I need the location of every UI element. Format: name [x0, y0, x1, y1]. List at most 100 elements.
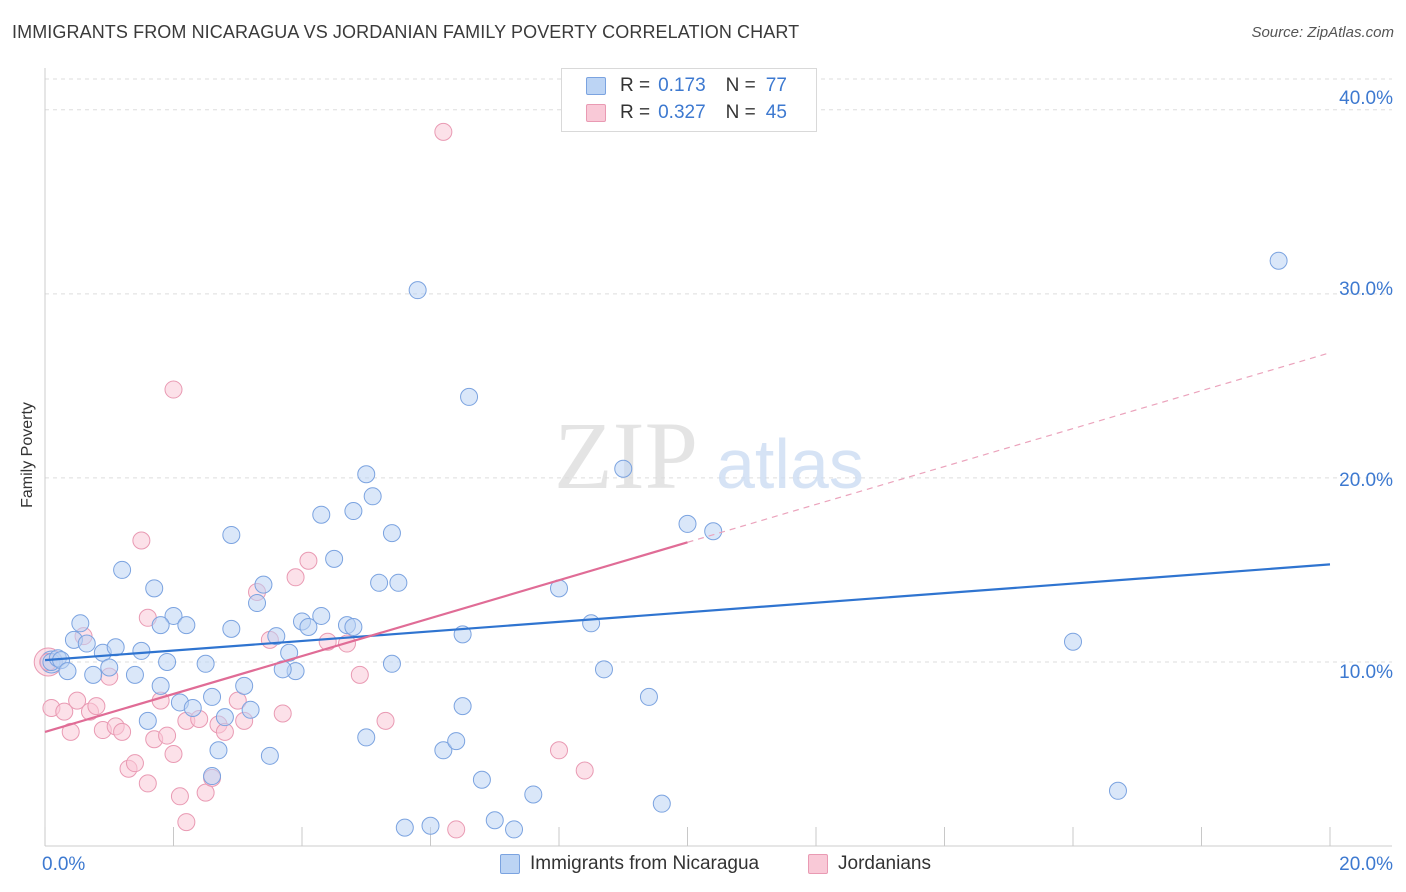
data-point-jordanians [55, 702, 74, 721]
data-point-nicaragua [138, 711, 157, 730]
data-point-nicaragua [158, 652, 177, 671]
data-point-jordanians [550, 741, 568, 760]
trend-line-jordanians [44, 541, 688, 733]
data-point-nicaragua [84, 665, 103, 684]
data-point-jordanians [350, 665, 369, 684]
data-point-nicaragua [594, 660, 613, 679]
data-point-nicaragua [248, 594, 267, 613]
data-point-nicaragua [460, 387, 479, 406]
data-points [33, 122, 1288, 839]
data-point-nicaragua [254, 575, 273, 594]
x-tick-label: 0.0% [42, 854, 85, 875]
watermark: ZIP atlas [554, 402, 864, 509]
data-point-nicaragua [203, 767, 222, 786]
data-point-nicaragua [472, 770, 491, 789]
data-point-nicaragua [145, 579, 164, 598]
source-label: Source: ZipAtlas.com [1251, 24, 1394, 41]
data-point-jordanians [575, 761, 594, 780]
data-point-nicaragua [260, 746, 279, 765]
legend-n-value: 77 [765, 75, 787, 96]
data-point-nicaragua [678, 514, 697, 533]
data-point-nicaragua [183, 698, 202, 717]
data-point-jordanians [447, 820, 466, 839]
y-tick-label: 40.0% [1339, 88, 1393, 109]
data-point-nicaragua [113, 560, 132, 579]
data-point-nicaragua [151, 676, 170, 695]
legend-item-jordanians[interactable]: Jordanians [808, 853, 931, 875]
data-point-nicaragua [344, 617, 363, 636]
data-point-nicaragua [453, 697, 472, 716]
data-point-nicaragua [58, 662, 77, 681]
data-point-nicaragua [164, 606, 183, 625]
correlation-legend: R = 0.173 N = 77 R = 0.327 N = 45 [561, 68, 817, 132]
data-point-nicaragua [106, 638, 125, 657]
data-point-jordanians [376, 711, 395, 730]
data-point-nicaragua [485, 811, 504, 830]
data-point-nicaragua [370, 573, 389, 592]
legend-n-label: N = [725, 75, 756, 96]
data-point-jordanians [177, 813, 196, 832]
data-point-nicaragua [505, 820, 524, 839]
data-point-nicaragua [132, 641, 151, 660]
data-point-nicaragua [241, 700, 260, 719]
data-point-jordanians [138, 774, 157, 793]
watermark-zip: ZIP [554, 402, 698, 509]
legend-n-label: N = [725, 102, 756, 123]
legend-item-nicaragua[interactable]: Immigrants from Nicaragua [500, 853, 759, 875]
data-point-nicaragua [177, 616, 196, 635]
data-point-nicaragua [344, 502, 363, 521]
legend-r-value: 0.173 [658, 75, 706, 96]
data-point-nicaragua [71, 614, 90, 633]
data-point-jordanians [87, 697, 106, 716]
legend-label: Immigrants from Nicaragua [530, 853, 760, 874]
data-point-nicaragua [408, 281, 427, 300]
data-point-nicaragua [382, 654, 401, 673]
watermark-atlas: atlas [716, 425, 864, 503]
data-point-nicaragua [203, 687, 222, 706]
data-point-jordanians [434, 122, 453, 141]
legend-n-value: 45 [765, 102, 787, 123]
legend-row-jordanians: R = 0.327 N = 45 [586, 101, 787, 125]
legend-r-label: R = [620, 75, 651, 96]
data-point-nicaragua [209, 741, 228, 760]
data-point-nicaragua [280, 643, 299, 662]
legend-swatch-blue [500, 854, 520, 874]
data-point-nicaragua [1269, 251, 1288, 270]
data-point-nicaragua [1108, 781, 1127, 800]
data-point-nicaragua [704, 522, 723, 541]
data-point-jordanians [170, 787, 189, 806]
data-point-nicaragua [447, 732, 466, 751]
data-point-nicaragua [357, 728, 376, 747]
axes [44, 68, 1392, 847]
legend-row-nicaragua: R = 0.173 N = 77 [586, 74, 787, 98]
legend-r-value: 0.327 [658, 102, 706, 123]
data-point-nicaragua [363, 487, 382, 506]
data-point-jordanians [286, 568, 305, 587]
data-point-nicaragua [77, 634, 96, 653]
legend-r-label: R = [620, 102, 651, 123]
data-point-nicaragua [652, 794, 671, 813]
trend-line-jordanians-extension [687, 352, 1331, 543]
data-point-jordanians [164, 744, 183, 763]
data-point-nicaragua [1064, 632, 1082, 651]
data-point-nicaragua [524, 785, 543, 804]
data-point-nicaragua [299, 617, 318, 636]
data-point-nicaragua [382, 524, 401, 543]
data-point-nicaragua [639, 687, 658, 706]
legend-swatch-pink [586, 104, 606, 122]
data-point-nicaragua [196, 654, 215, 673]
data-point-nicaragua [357, 465, 376, 484]
data-point-nicaragua [215, 708, 234, 727]
data-point-nicaragua [312, 505, 331, 524]
data-point-nicaragua [312, 606, 331, 625]
x-tick-label: 20.0% [1339, 854, 1393, 875]
data-point-nicaragua [325, 549, 344, 568]
data-point-nicaragua [267, 627, 286, 646]
legend-swatch-pink [808, 854, 828, 874]
data-point-jordanians [164, 380, 183, 399]
data-point-nicaragua [222, 619, 241, 638]
trend-lines [44, 352, 1331, 733]
data-point-nicaragua [614, 459, 633, 478]
data-point-jordanians [132, 531, 151, 550]
